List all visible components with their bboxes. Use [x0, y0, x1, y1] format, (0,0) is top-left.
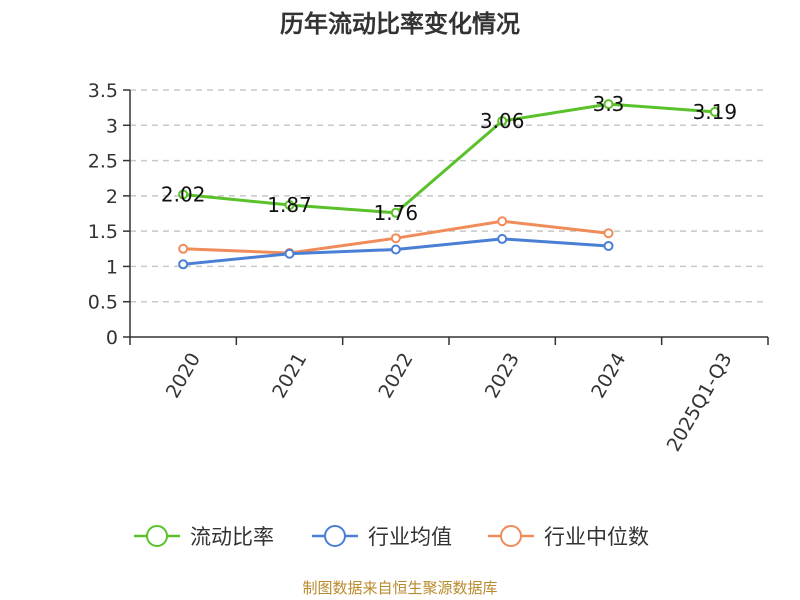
legend-marker: [500, 525, 522, 547]
data-point: [178, 259, 189, 270]
data-label: 3.19: [693, 100, 738, 124]
grid-lines: [130, 89, 768, 303]
data-point: [603, 240, 614, 251]
legend-label: 行业中位数: [544, 525, 649, 549]
series-lines: 2.02 1.87 1.76 3.06 3.3 3.19: [161, 92, 738, 270]
y-tick-label: 2: [106, 186, 118, 208]
y-tick-label: 0.5: [88, 292, 118, 314]
x-tick-label: 2024: [587, 349, 630, 402]
data-point: [178, 243, 189, 254]
data-label: 3.06: [480, 109, 525, 133]
data-point: [709, 106, 720, 117]
data-point: [603, 99, 614, 110]
data-point: [390, 233, 401, 244]
data-point: [603, 228, 614, 239]
x-tick-label: 2021: [268, 349, 311, 402]
data-point: [497, 216, 508, 227]
series-line-0: [183, 102, 715, 215]
legend-label: 行业均值: [368, 525, 452, 549]
data-point: [497, 116, 508, 127]
y-tick-label: 3.5: [88, 80, 118, 102]
legend-label: 流动比率: [190, 525, 274, 549]
source-note: 制图数据来自恒生聚源数据库: [302, 579, 497, 597]
y-tick-label: 1: [106, 256, 118, 278]
data-point: [284, 248, 295, 259]
x-tick-label: 2020: [162, 349, 205, 402]
chart-title: 历年流动比率变化情况: [280, 10, 520, 38]
y-tick-label: 2.5: [88, 151, 118, 173]
data-label: 1.87: [267, 193, 312, 217]
data-point: [390, 244, 401, 255]
x-tick-label: 2023: [481, 349, 524, 402]
data-label: 1.76: [374, 201, 419, 225]
data-point: [178, 189, 189, 200]
data-point: [390, 207, 401, 218]
data-point: [284, 200, 295, 211]
y-tick-label: 0: [106, 327, 118, 349]
legend-marker: [324, 525, 346, 547]
y-tick-label: 3: [106, 115, 118, 137]
data-label: 2.02: [161, 182, 206, 206]
x-tick-label: 2022: [374, 349, 417, 402]
data-label: 3.3: [593, 92, 625, 116]
legend-marker: [146, 525, 168, 547]
y-tick-label: 1.5: [88, 221, 118, 243]
axes: 0 0.5 1 1.5 2 2.5 3 3.5 2020 2021 2022 2023 2024 2025…: [88, 80, 769, 455]
legend: 流动比率 行业均值 行业中位数: [134, 525, 649, 549]
data-point: [497, 233, 508, 244]
x-tick-label: 2025Q1-Q3: [663, 349, 737, 455]
